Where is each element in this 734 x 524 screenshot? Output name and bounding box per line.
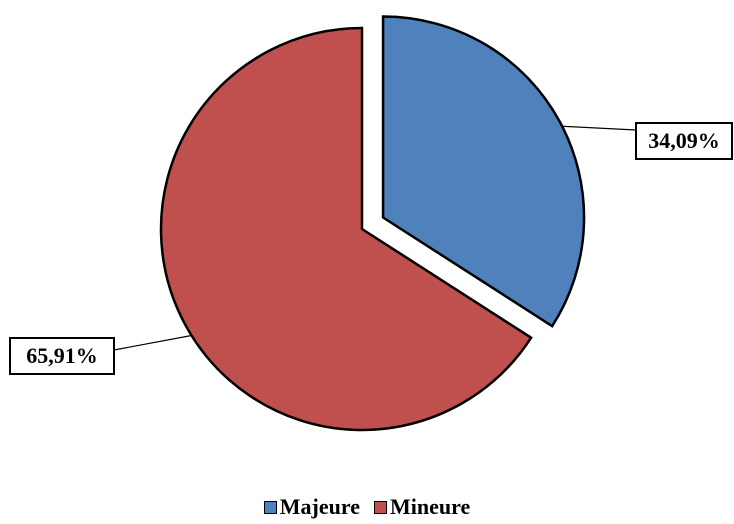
leader-line-majeure — [562, 125, 637, 131]
leader-line-mineure — [113, 334, 192, 351]
data-label-majeure: 34,09% — [635, 122, 733, 160]
legend-item-majeure: Majeure — [263, 494, 360, 520]
legend-item-mineure: Mineure — [373, 494, 471, 520]
pie-slice-mineure — [159, 26, 533, 432]
data-label-box-mineure — [9, 337, 115, 375]
data-label-box-majeure — [635, 122, 733, 160]
legend-label-majeure: Majeure — [279, 494, 360, 519]
slices-layer — [159, 15, 586, 432]
leader-lines — [113, 125, 637, 351]
legend-label-mineure: Mineure — [389, 494, 471, 519]
data-label-text-majeure: 34,09% — [648, 128, 720, 153]
data-label-mineure: 65,91% — [9, 337, 115, 375]
data-label-text-mineure: 65,91% — [26, 343, 98, 368]
legend-swatch-majeure — [263, 500, 277, 514]
pie-slice-majeure — [381, 15, 586, 328]
legend-swatch-mineure — [373, 500, 387, 514]
data-labels: 34,09% 65,91% — [9, 122, 733, 375]
legend: Majeure Mineure — [0, 494, 734, 520]
